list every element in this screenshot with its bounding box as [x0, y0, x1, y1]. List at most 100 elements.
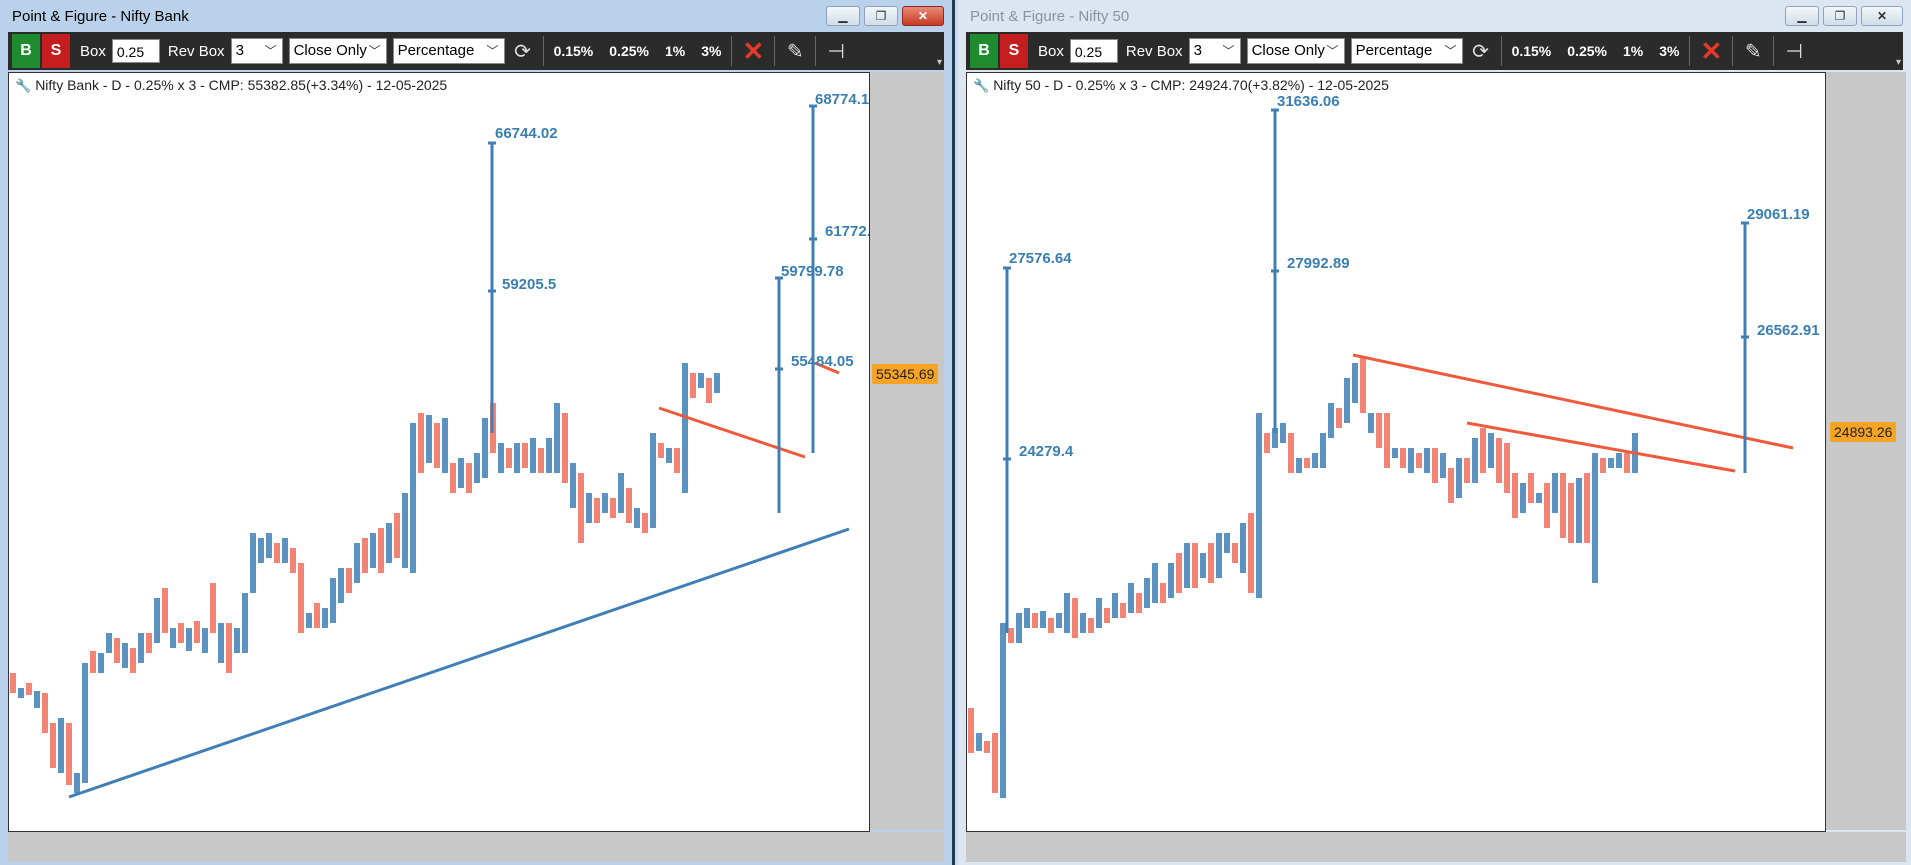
x-column	[1616, 453, 1622, 468]
sell-button[interactable]: S	[1000, 34, 1028, 68]
sell-button[interactable]: S	[42, 34, 70, 68]
buy-button[interactable]: B	[970, 34, 998, 68]
revbox-select[interactable]: 3 ﹀	[1188, 38, 1241, 64]
x-column	[170, 628, 176, 648]
edit-icon[interactable]: ✎	[1744, 40, 1762, 63]
x-column	[82, 663, 88, 783]
wrench-icon[interactable]: 🔧	[15, 78, 32, 93]
x-column	[242, 593, 248, 653]
o-column	[1568, 483, 1574, 543]
downtrend-line	[1352, 353, 1794, 450]
minimize-icon[interactable]: ▁	[826, 6, 860, 26]
o-column	[1432, 448, 1438, 483]
right-margin	[870, 72, 944, 830]
chevron-down-icon: ﹀	[1444, 44, 1457, 58]
o-column	[130, 648, 136, 673]
preset-1-button[interactable]: 1%	[664, 43, 686, 59]
buy-button[interactable]: B	[12, 34, 40, 68]
x-column	[1112, 593, 1118, 618]
minimize-icon[interactable]: ▁	[1785, 6, 1819, 26]
o-column	[394, 513, 400, 558]
pf-chart-area[interactable]: 66744.02 59205.5 68774.1 61772.7 59799.78 554…	[8, 72, 870, 832]
pf-chart-area[interactable]: 27576.64 24279.4 31636.06 27992.89 29061.19 2…	[966, 72, 1826, 832]
pin-icon[interactable]: ⊣	[827, 40, 845, 63]
o-column	[538, 448, 544, 473]
method-select[interactable]: Percentage ﹀	[1350, 38, 1463, 64]
x-column	[266, 533, 272, 558]
target-label: 61772.7	[825, 223, 869, 240]
price-mode-select[interactable]: Close Only ﹀	[1246, 38, 1345, 64]
preset-3-button[interactable]: 3%	[1659, 43, 1680, 59]
preset-3-button[interactable]: 3%	[701, 43, 722, 59]
o-column	[690, 373, 696, 398]
x-column	[202, 628, 208, 653]
x-column	[58, 718, 64, 773]
method-select[interactable]: Percentage ﹀	[392, 38, 505, 64]
delete-icon[interactable]: ✕	[1700, 35, 1723, 66]
edit-icon[interactable]: ✎	[786, 40, 804, 63]
box-size-input[interactable]: 0.25	[111, 39, 160, 63]
maximize-icon[interactable]: ❐	[1823, 6, 1857, 26]
x-column	[322, 608, 328, 628]
o-column	[1192, 543, 1198, 588]
x-column	[354, 543, 360, 583]
title-bar[interactable]: Point & Figure - Nifty Bank ▁ ❐ ✕	[0, 0, 952, 32]
box-size-input[interactable]: 0.25	[1069, 39, 1118, 63]
o-column	[1176, 553, 1182, 593]
title-bar[interactable]: Point & Figure - Nifty 50 ▁ ❐ ✕	[958, 0, 1911, 32]
x-column	[1040, 611, 1046, 628]
o-column	[1160, 583, 1166, 603]
divider	[1689, 36, 1691, 66]
o-column	[642, 513, 648, 533]
preset-1-button[interactable]: 1%	[1622, 43, 1644, 59]
refresh-icon[interactable]: ⟳	[514, 40, 531, 63]
close-icon[interactable]: ✕	[1861, 6, 1903, 26]
x-column	[1536, 493, 1542, 503]
o-column	[1528, 473, 1534, 503]
x-column	[426, 415, 432, 463]
window-title: Point & Figure - Nifty Bank	[12, 8, 189, 25]
pin-icon[interactable]: ⊣	[1785, 40, 1803, 63]
revbox-select[interactable]: 3 ﹀	[230, 38, 283, 64]
divider	[542, 36, 544, 66]
cmp-price-tag: 55345.69	[872, 364, 939, 384]
preset-0.15-button[interactable]: 0.15%	[1511, 43, 1552, 59]
toolbar-overflow-icon[interactable]: ▾	[1895, 57, 1901, 68]
x-column	[338, 568, 344, 603]
horizontal-scrollbar[interactable]	[8, 832, 944, 862]
preset-0.15-button[interactable]: 0.15%	[553, 43, 594, 59]
o-column	[1376, 413, 1382, 448]
x-column	[1152, 563, 1158, 603]
delete-icon[interactable]: ✕	[742, 35, 765, 66]
refresh-icon[interactable]: ⟳	[1472, 40, 1489, 63]
x-column	[106, 633, 112, 653]
o-column	[466, 463, 472, 493]
toolbar-overflow-icon[interactable]: ▾	[936, 57, 942, 68]
horizontal-scrollbar[interactable]	[966, 832, 1906, 862]
o-column	[194, 621, 200, 643]
x-column	[530, 438, 536, 473]
x-column	[1224, 533, 1230, 553]
x-column	[1352, 363, 1358, 403]
x-column	[514, 443, 520, 473]
x-column	[122, 643, 128, 668]
chevron-down-icon: ﹀	[1222, 44, 1235, 58]
x-column	[74, 773, 80, 793]
x-column	[586, 493, 592, 523]
x-column	[1552, 473, 1558, 513]
price-mode-select[interactable]: Close Only ﹀	[288, 38, 387, 64]
uptrend-line	[68, 527, 850, 799]
preset-0.25-button[interactable]: 0.25%	[1567, 43, 1607, 59]
o-column	[984, 741, 990, 753]
maximize-icon[interactable]: ❐	[864, 6, 898, 26]
o-column	[1496, 438, 1502, 483]
preset-0.25-button[interactable]: 0.25%	[609, 43, 649, 59]
x-column	[1128, 583, 1134, 613]
x-column	[1184, 543, 1190, 588]
x-column	[650, 433, 656, 528]
x-column	[1056, 613, 1062, 628]
chevron-down-icon: ﹀	[486, 44, 499, 58]
close-icon[interactable]: ✕	[902, 6, 944, 26]
o-column	[162, 588, 168, 633]
wrench-icon[interactable]: 🔧	[973, 78, 990, 93]
